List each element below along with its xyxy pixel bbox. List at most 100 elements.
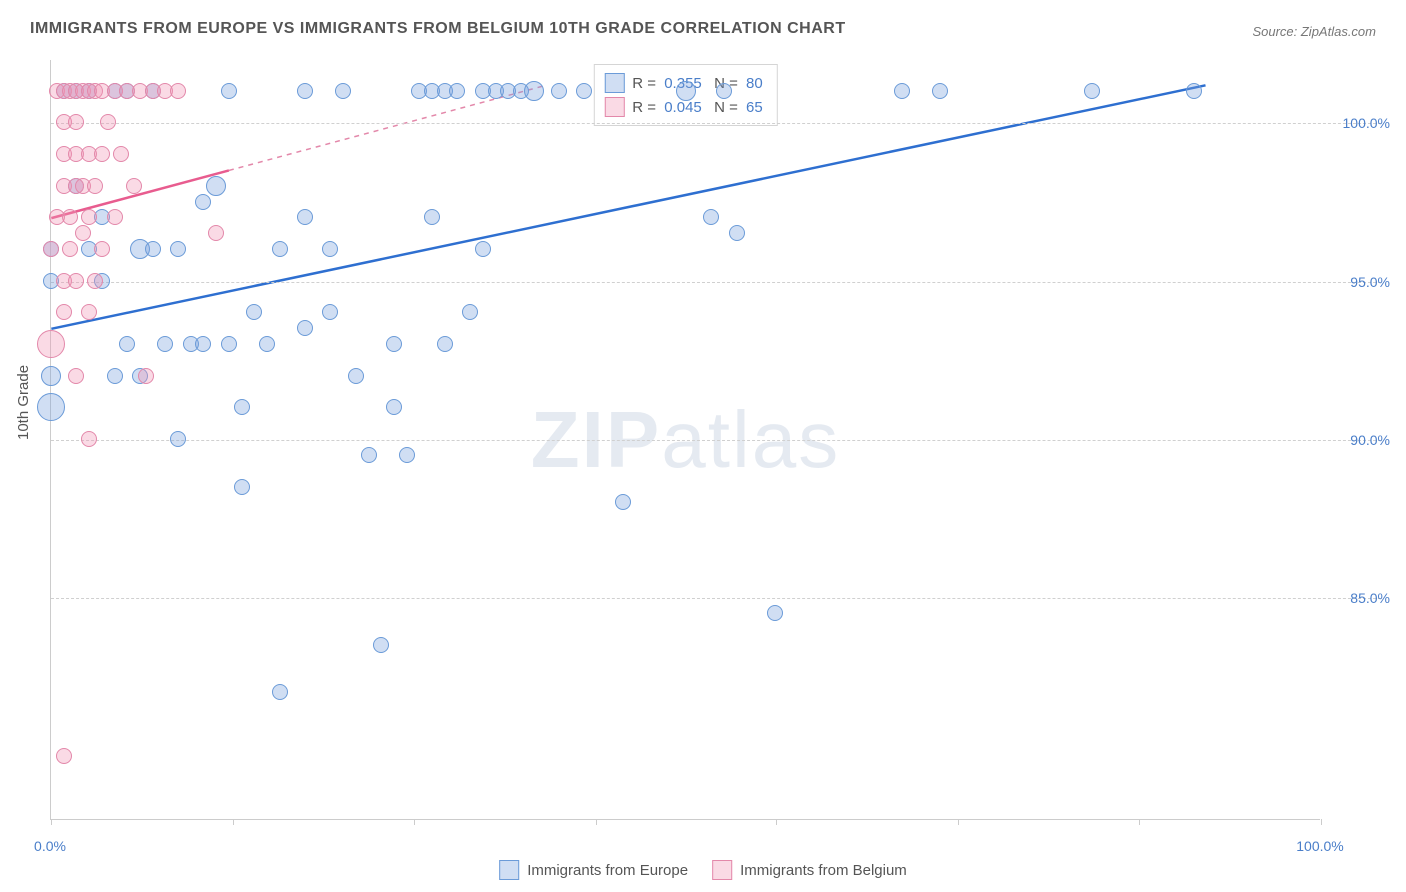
data-point[interactable] (221, 336, 237, 352)
data-point[interactable] (524, 81, 544, 101)
data-point[interactable] (615, 494, 631, 510)
data-point[interactable] (462, 304, 478, 320)
data-point[interactable] (221, 83, 237, 99)
data-point[interactable] (297, 320, 313, 336)
data-point[interactable] (297, 209, 313, 225)
chart-title: IMMIGRANTS FROM EUROPE VS IMMIGRANTS FRO… (30, 20, 846, 38)
data-point[interactable] (81, 431, 97, 447)
data-point[interactable] (335, 83, 351, 99)
data-point[interactable] (767, 605, 783, 621)
data-point[interactable] (208, 225, 224, 241)
data-point[interactable] (87, 178, 103, 194)
data-point[interactable] (272, 241, 288, 257)
data-point[interactable] (297, 83, 313, 99)
data-point[interactable] (386, 399, 402, 415)
y-tick-label: 90.0% (1350, 432, 1390, 448)
y-tick-label: 100.0% (1343, 115, 1390, 131)
data-point[interactable] (348, 368, 364, 384)
x-tick (414, 819, 415, 825)
data-point[interactable] (68, 114, 84, 130)
data-point[interactable] (37, 330, 65, 358)
data-point[interactable] (68, 368, 84, 384)
data-point[interactable] (62, 241, 78, 257)
plot-area: ZIPatlas R = 0.355 N = 80R = 0.045 N = 6… (50, 60, 1320, 820)
source-label: Source: (1252, 24, 1300, 39)
data-point[interactable] (1084, 83, 1100, 99)
data-point[interactable] (170, 431, 186, 447)
stats-text: R = 0.045 N = 65 (632, 99, 766, 116)
data-point[interactable] (361, 447, 377, 463)
data-point[interactable] (676, 81, 696, 101)
data-point[interactable] (437, 336, 453, 352)
x-tick (776, 819, 777, 825)
data-point[interactable] (170, 83, 186, 99)
gridline (51, 123, 1381, 124)
data-point[interactable] (195, 194, 211, 210)
gridline (51, 598, 1381, 599)
data-point[interactable] (894, 83, 910, 99)
data-point[interactable] (75, 225, 91, 241)
data-point[interactable] (157, 336, 173, 352)
data-point[interactable] (81, 209, 97, 225)
data-point[interactable] (41, 366, 61, 386)
data-point[interactable] (475, 241, 491, 257)
data-point[interactable] (113, 146, 129, 162)
legend-swatch (712, 860, 732, 880)
data-point[interactable] (94, 241, 110, 257)
data-point[interactable] (195, 336, 211, 352)
data-point[interactable] (43, 241, 59, 257)
data-point[interactable] (56, 748, 72, 764)
data-point[interactable] (322, 304, 338, 320)
data-point[interactable] (81, 304, 97, 320)
x-tick (1321, 819, 1322, 825)
data-point[interactable] (37, 393, 65, 421)
data-point[interactable] (87, 273, 103, 289)
legend-swatch (499, 860, 519, 880)
data-point[interactable] (551, 83, 567, 99)
data-point[interactable] (272, 684, 288, 700)
data-point[interactable] (703, 209, 719, 225)
data-point[interactable] (138, 368, 154, 384)
data-point[interactable] (373, 637, 389, 653)
x-tick (233, 819, 234, 825)
data-point[interactable] (576, 83, 592, 99)
data-point[interactable] (56, 304, 72, 320)
data-point[interactable] (107, 368, 123, 384)
x-tick (1139, 819, 1140, 825)
data-point[interactable] (68, 273, 84, 289)
data-point[interactable] (1186, 83, 1202, 99)
y-tick-label: 95.0% (1350, 274, 1390, 290)
data-point[interactable] (62, 209, 78, 225)
bottom-legend: Immigrants from Europe Immigrants from Be… (499, 860, 907, 880)
x-tick-label-max: 100.0% (1296, 838, 1343, 854)
data-point[interactable] (259, 336, 275, 352)
data-point[interactable] (322, 241, 338, 257)
data-point[interactable] (449, 83, 465, 99)
data-point[interactable] (119, 336, 135, 352)
legend-label: Immigrants from Belgium (740, 862, 907, 879)
data-point[interactable] (170, 241, 186, 257)
data-point[interactable] (145, 241, 161, 257)
data-point[interactable] (234, 479, 250, 495)
data-point[interactable] (716, 83, 732, 99)
data-point[interactable] (399, 447, 415, 463)
y-axis-label: 10th Grade (15, 365, 32, 440)
data-point[interactable] (424, 209, 440, 225)
data-point[interactable] (234, 399, 250, 415)
gridline (51, 282, 1381, 283)
gridline (51, 440, 1381, 441)
bottom-legend-item: Immigrants from Europe (499, 860, 688, 880)
source-name: ZipAtlas.com (1301, 24, 1376, 39)
x-tick-label-min: 0.0% (34, 838, 66, 854)
x-tick (958, 819, 959, 825)
data-point[interactable] (94, 146, 110, 162)
data-point[interactable] (100, 114, 116, 130)
data-point[interactable] (206, 176, 226, 196)
data-point[interactable] (932, 83, 948, 99)
data-point[interactable] (386, 336, 402, 352)
data-point[interactable] (729, 225, 745, 241)
data-point[interactable] (126, 178, 142, 194)
data-point[interactable] (107, 209, 123, 225)
data-point[interactable] (246, 304, 262, 320)
legend-label: Immigrants from Europe (527, 862, 688, 879)
